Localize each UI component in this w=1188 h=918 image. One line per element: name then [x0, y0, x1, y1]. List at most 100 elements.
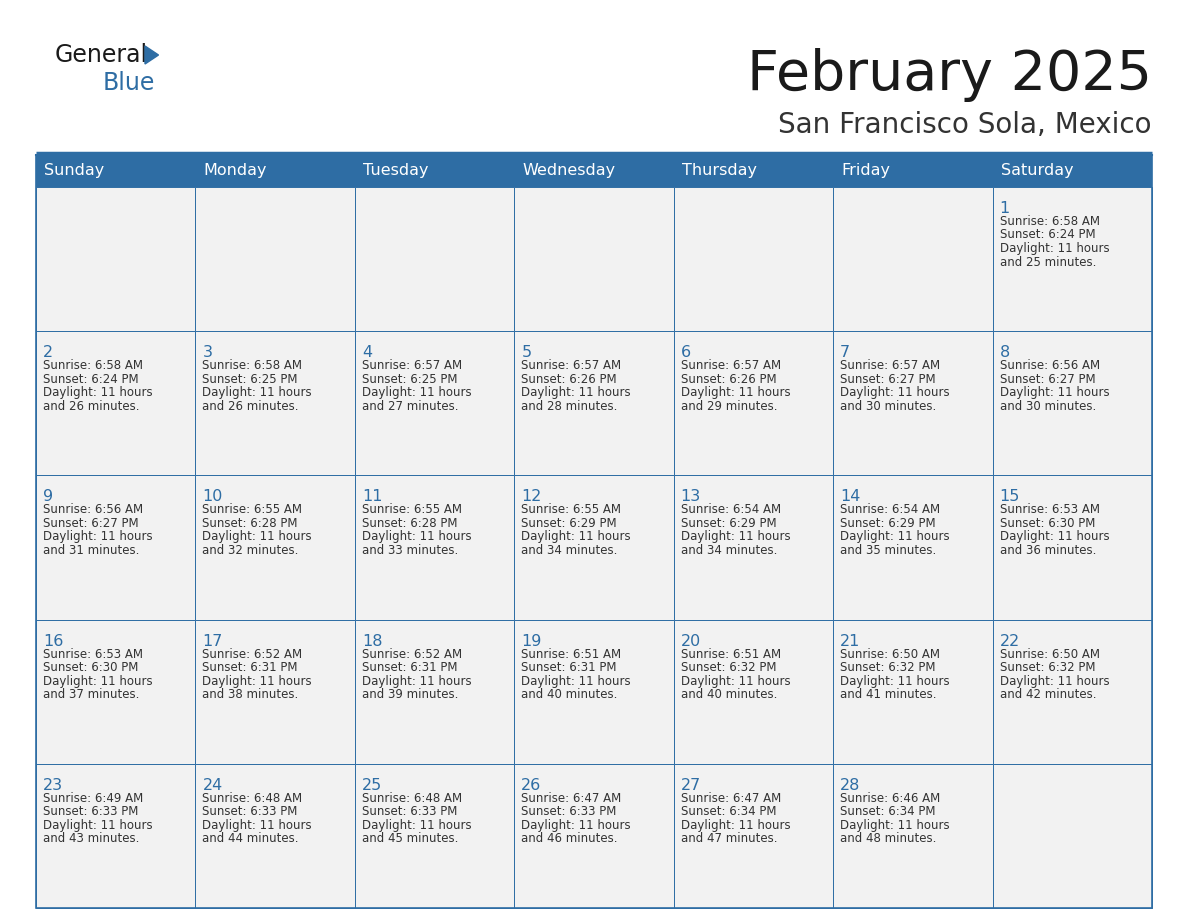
Text: Daylight: 11 hours: Daylight: 11 hours	[522, 819, 631, 832]
Text: Thursday: Thursday	[682, 163, 757, 178]
Bar	[833, 620, 992, 764]
Text: Sunset: 6:30 PM: Sunset: 6:30 PM	[999, 517, 1095, 530]
Text: and 26 minutes.: and 26 minutes.	[43, 399, 139, 413]
Text: Sunrise: 6:51 AM: Sunrise: 6:51 AM	[681, 647, 781, 661]
Text: Sunrise: 6:53 AM: Sunrise: 6:53 AM	[999, 503, 1100, 517]
Text: and 27 minutes.: and 27 minutes.	[362, 399, 459, 413]
Bar	[514, 331, 674, 476]
Text: and 40 minutes.: and 40 minutes.	[681, 688, 777, 701]
Text: Sunset: 6:29 PM: Sunset: 6:29 PM	[840, 517, 936, 530]
Text: 27: 27	[681, 778, 701, 793]
Text: and 28 minutes.: and 28 minutes.	[522, 399, 618, 413]
Text: Daylight: 11 hours: Daylight: 11 hours	[202, 819, 312, 832]
Text: 26: 26	[522, 778, 542, 793]
Text: Sunrise: 6:57 AM: Sunrise: 6:57 AM	[681, 359, 781, 372]
Text: Daylight: 11 hours: Daylight: 11 hours	[681, 386, 790, 399]
Text: and 25 minutes.: and 25 minutes.	[999, 255, 1097, 268]
Bar	[514, 764, 674, 908]
Text: Sunset: 6:33 PM: Sunset: 6:33 PM	[522, 805, 617, 818]
Text: Daylight: 11 hours: Daylight: 11 hours	[362, 531, 472, 543]
Text: Daylight: 11 hours: Daylight: 11 hours	[43, 386, 152, 399]
Text: 5: 5	[522, 345, 531, 360]
Text: Sunset: 6:31 PM: Sunset: 6:31 PM	[362, 661, 457, 674]
Text: Daylight: 11 hours: Daylight: 11 hours	[522, 675, 631, 688]
Text: Sunset: 6:32 PM: Sunset: 6:32 PM	[840, 661, 936, 674]
Text: 24: 24	[202, 778, 222, 793]
Text: 22: 22	[999, 633, 1019, 649]
Text: and 36 minutes.: and 36 minutes.	[999, 543, 1097, 557]
Text: Sunrise: 6:46 AM: Sunrise: 6:46 AM	[840, 792, 941, 805]
Text: Daylight: 11 hours: Daylight: 11 hours	[202, 531, 312, 543]
Text: 6: 6	[681, 345, 691, 360]
Text: Sunrise: 6:54 AM: Sunrise: 6:54 AM	[681, 503, 781, 517]
Bar	[355, 187, 514, 331]
Text: Sunset: 6:28 PM: Sunset: 6:28 PM	[202, 517, 298, 530]
Text: Daylight: 11 hours: Daylight: 11 hours	[362, 386, 472, 399]
Bar	[36, 187, 196, 331]
Bar	[355, 331, 514, 476]
Text: Daylight: 11 hours: Daylight: 11 hours	[999, 675, 1110, 688]
Text: and 43 minutes.: and 43 minutes.	[43, 833, 139, 845]
Text: Sunset: 6:33 PM: Sunset: 6:33 PM	[43, 805, 138, 818]
Text: Sunset: 6:29 PM: Sunset: 6:29 PM	[681, 517, 776, 530]
Text: 11: 11	[362, 489, 383, 504]
Text: 3: 3	[202, 345, 213, 360]
Bar	[36, 764, 196, 908]
Text: Daylight: 11 hours: Daylight: 11 hours	[362, 819, 472, 832]
Text: and 47 minutes.: and 47 minutes.	[681, 833, 777, 845]
Text: Daylight: 11 hours: Daylight: 11 hours	[43, 819, 152, 832]
Bar	[833, 476, 992, 620]
Bar	[196, 476, 355, 620]
Bar	[674, 331, 833, 476]
Bar	[196, 187, 355, 331]
Text: Daylight: 11 hours: Daylight: 11 hours	[840, 675, 949, 688]
Text: Sunset: 6:24 PM: Sunset: 6:24 PM	[999, 229, 1095, 241]
Bar	[36, 476, 196, 620]
Text: Monday: Monday	[203, 163, 267, 178]
Text: Sunrise: 6:58 AM: Sunrise: 6:58 AM	[43, 359, 143, 372]
Text: February 2025: February 2025	[747, 48, 1152, 102]
Text: Daylight: 11 hours: Daylight: 11 hours	[522, 386, 631, 399]
Text: 16: 16	[43, 633, 63, 649]
Text: 9: 9	[43, 489, 53, 504]
Text: Daylight: 11 hours: Daylight: 11 hours	[362, 675, 472, 688]
Text: Daylight: 11 hours: Daylight: 11 hours	[999, 242, 1110, 255]
Text: Sunset: 6:32 PM: Sunset: 6:32 PM	[999, 661, 1095, 674]
Text: Sunrise: 6:53 AM: Sunrise: 6:53 AM	[43, 647, 143, 661]
Text: Wednesday: Wednesday	[523, 163, 615, 178]
Bar	[992, 764, 1152, 908]
Text: and 44 minutes.: and 44 minutes.	[202, 833, 299, 845]
Text: Sunday: Sunday	[44, 163, 105, 178]
Text: Sunset: 6:27 PM: Sunset: 6:27 PM	[999, 373, 1095, 386]
Text: Sunrise: 6:51 AM: Sunrise: 6:51 AM	[522, 647, 621, 661]
Text: Sunset: 6:33 PM: Sunset: 6:33 PM	[202, 805, 298, 818]
Text: Sunset: 6:29 PM: Sunset: 6:29 PM	[522, 517, 617, 530]
Text: 17: 17	[202, 633, 223, 649]
Text: Sunrise: 6:55 AM: Sunrise: 6:55 AM	[522, 503, 621, 517]
Bar	[36, 155, 1152, 187]
Text: Sunrise: 6:57 AM: Sunrise: 6:57 AM	[840, 359, 940, 372]
Text: Sunset: 6:31 PM: Sunset: 6:31 PM	[522, 661, 617, 674]
Text: 25: 25	[362, 778, 383, 793]
Text: and 38 minutes.: and 38 minutes.	[202, 688, 298, 701]
Text: Sunset: 6:24 PM: Sunset: 6:24 PM	[43, 373, 139, 386]
Text: San Francisco Sola, Mexico: San Francisco Sola, Mexico	[778, 111, 1152, 139]
Text: Daylight: 11 hours: Daylight: 11 hours	[681, 819, 790, 832]
Polygon shape	[145, 46, 158, 64]
Text: 2: 2	[43, 345, 53, 360]
Text: and 39 minutes.: and 39 minutes.	[362, 688, 459, 701]
Text: Sunset: 6:31 PM: Sunset: 6:31 PM	[202, 661, 298, 674]
Bar	[196, 331, 355, 476]
Bar	[674, 764, 833, 908]
Text: and 40 minutes.: and 40 minutes.	[522, 688, 618, 701]
Text: and 34 minutes.: and 34 minutes.	[681, 543, 777, 557]
Bar	[36, 155, 1152, 908]
Text: Daylight: 11 hours: Daylight: 11 hours	[999, 386, 1110, 399]
Text: 1: 1	[999, 201, 1010, 216]
Text: 18: 18	[362, 633, 383, 649]
Text: Sunrise: 6:47 AM: Sunrise: 6:47 AM	[522, 792, 621, 805]
Bar	[514, 620, 674, 764]
Text: Sunset: 6:34 PM: Sunset: 6:34 PM	[840, 805, 936, 818]
Text: 4: 4	[362, 345, 372, 360]
Text: Sunrise: 6:56 AM: Sunrise: 6:56 AM	[43, 503, 143, 517]
